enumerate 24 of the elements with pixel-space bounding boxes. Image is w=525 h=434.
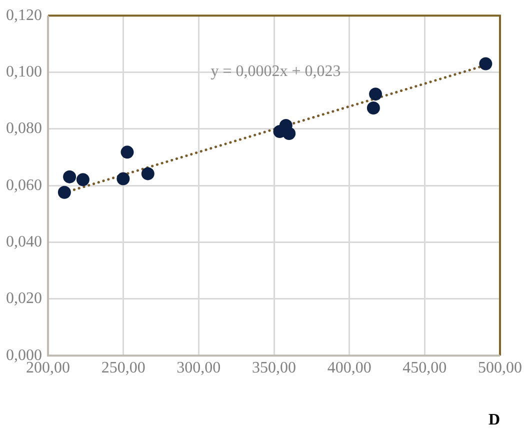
x-axis-title: D bbox=[488, 412, 500, 429]
annotation: y = 0,0002x + 0,023 bbox=[210, 62, 341, 80]
x-tick-label: 350,00 bbox=[252, 359, 296, 376]
point bbox=[366, 101, 380, 114]
point bbox=[479, 57, 492, 70]
x-tick-label: 500,00 bbox=[478, 359, 522, 376]
point bbox=[369, 88, 382, 101]
point bbox=[76, 173, 90, 186]
y-tick-label: 0,020 bbox=[6, 290, 42, 308]
point bbox=[141, 167, 154, 180]
y-tick-label: 0,040 bbox=[6, 233, 42, 250]
y-tick-label: 0,100 bbox=[6, 63, 42, 80]
point bbox=[63, 170, 76, 184]
y-tick-label: 0,120 bbox=[6, 6, 42, 24]
y-tick-label: 0,080 bbox=[6, 120, 42, 138]
point bbox=[116, 172, 130, 186]
y-tick-label: 0,060 bbox=[6, 176, 42, 194]
point bbox=[58, 186, 71, 199]
x-tick-label: 250,00 bbox=[101, 359, 146, 376]
x-tick-label: 450,00 bbox=[402, 359, 447, 376]
x-tick-label: 300,00 bbox=[176, 359, 221, 376]
point bbox=[120, 146, 134, 159]
point bbox=[282, 126, 296, 140]
x-tick-label: 400,00 bbox=[327, 359, 372, 376]
